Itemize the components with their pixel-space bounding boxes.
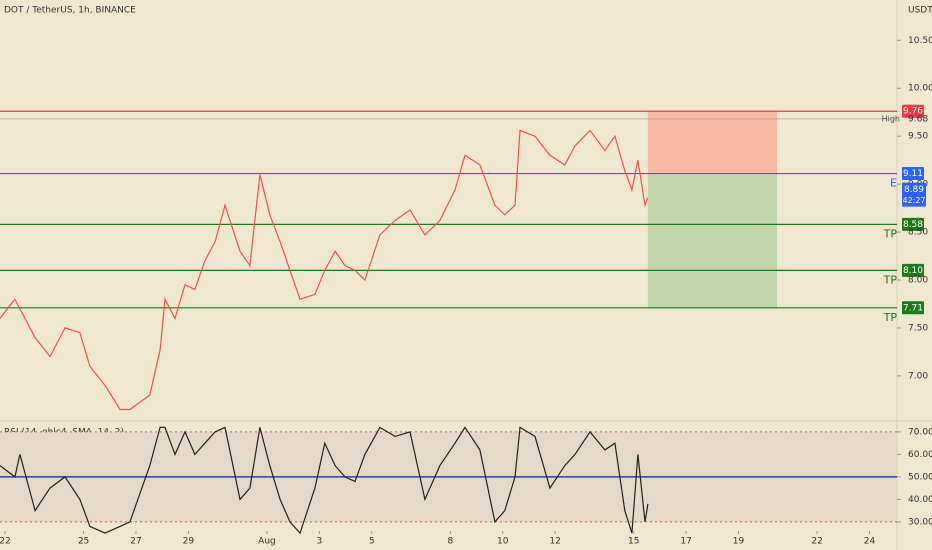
- unit-label: USDT: [908, 6, 932, 16]
- y-tick-label: 10.50: [908, 36, 932, 46]
- rsi-tick-label: 30.00: [908, 517, 932, 527]
- level-label: 9.11: [903, 169, 923, 179]
- rsi-tick-label: 40.00: [908, 495, 932, 505]
- x-tick-label: 10: [497, 537, 509, 547]
- x-tick-label: 27: [130, 537, 141, 547]
- level-label: 9.68: [908, 114, 928, 124]
- x-tick-label: 25: [78, 537, 89, 547]
- x-tick-label: 17: [680, 537, 691, 547]
- level-label: 8.58: [903, 220, 923, 230]
- x-tick-label: 24: [864, 537, 876, 547]
- level-tag: TP: [883, 227, 898, 240]
- countdown-label: 42:27: [902, 196, 925, 205]
- level-tag: TP: [883, 273, 898, 286]
- y-tick-label: 8.00: [908, 276, 928, 286]
- level-tag-box: [902, 167, 924, 181]
- price-line: [0, 129, 649, 411]
- level-label: 9.76: [903, 107, 923, 117]
- chart-title: DOT / TetherUS, 1h, BINANCE: [4, 6, 136, 16]
- level-tag-box: [902, 104, 924, 118]
- stop-zone: [647, 111, 778, 174]
- y-tick-label: 9.50: [908, 132, 928, 142]
- rsi-tick-label: 50.00: [908, 472, 932, 482]
- y-tick-label: 7.50: [908, 323, 928, 333]
- level-tag: E: [890, 177, 897, 190]
- y-tick-label: 10.00: [908, 84, 932, 94]
- y-tick-label: 7.00: [908, 371, 928, 381]
- level-tag: TP: [883, 311, 898, 324]
- level-tag-box: [902, 301, 924, 315]
- rsi-tick-label: 60.00: [908, 450, 932, 460]
- x-tick-label: 8: [447, 537, 453, 547]
- level-label: 7.71: [903, 303, 923, 313]
- x-tick-label: 22: [0, 537, 11, 547]
- level-tag-box: [902, 217, 924, 231]
- x-tick-label: 22: [811, 537, 822, 547]
- x-tick-label: 12: [549, 537, 560, 547]
- level-label: 8.10: [903, 266, 923, 276]
- x-tick-label: 3: [316, 537, 322, 547]
- target-zone: [647, 173, 778, 308]
- x-tick-label: 29: [183, 537, 195, 547]
- x-tick-label: 15: [628, 537, 639, 547]
- y-tick-label: 8.50: [908, 228, 928, 238]
- x-tick-label: Aug: [258, 537, 276, 547]
- current-price-label: 8.89: [904, 185, 924, 195]
- level-tag-box: [902, 263, 924, 277]
- x-tick-label: 19: [733, 537, 745, 547]
- rsi-line: [0, 426, 649, 535]
- current-price-box: [902, 182, 926, 207]
- x-tick-label: 5: [369, 537, 375, 547]
- rsi-tick-label: 70.00: [908, 427, 932, 437]
- level-tag: High: [882, 114, 900, 123]
